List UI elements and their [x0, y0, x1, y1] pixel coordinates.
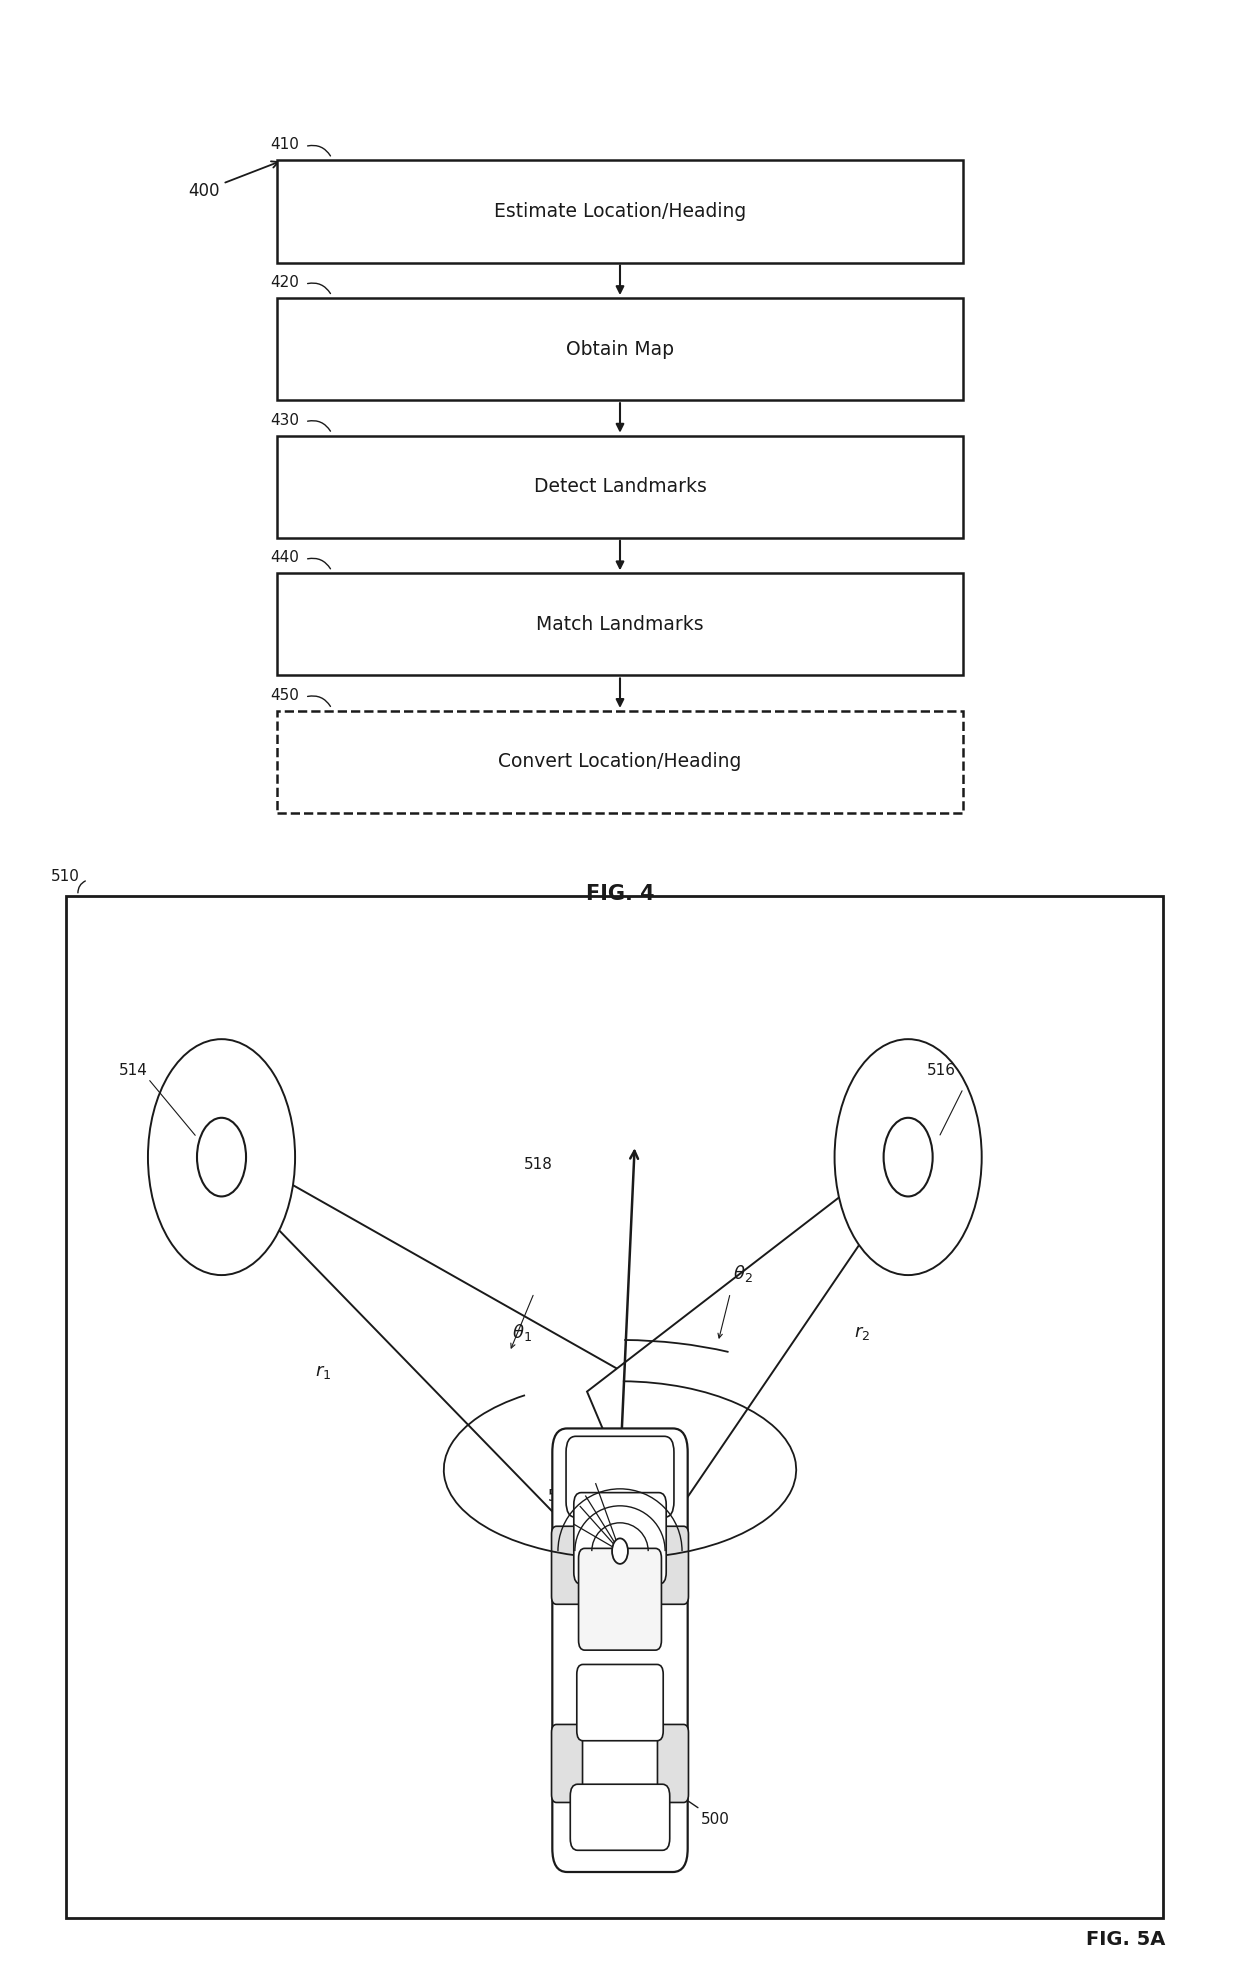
Text: FIG. 5A: FIG. 5A: [1086, 1930, 1166, 1950]
Text: 514: 514: [119, 1063, 148, 1079]
FancyBboxPatch shape: [277, 711, 963, 814]
Text: 518: 518: [523, 1158, 553, 1172]
Text: 420: 420: [270, 275, 299, 289]
Text: Obtain Map: Obtain Map: [565, 339, 675, 358]
Text: 430: 430: [270, 412, 300, 428]
Text: Convert Location/Heading: Convert Location/Heading: [498, 752, 742, 772]
FancyBboxPatch shape: [66, 895, 1163, 1919]
Text: 510: 510: [51, 869, 79, 883]
Polygon shape: [218, 1146, 646, 1554]
FancyBboxPatch shape: [574, 1493, 666, 1584]
Text: FIG. 4: FIG. 4: [585, 883, 655, 903]
FancyBboxPatch shape: [277, 436, 963, 539]
FancyBboxPatch shape: [570, 1784, 670, 1849]
FancyBboxPatch shape: [657, 1725, 688, 1802]
Circle shape: [613, 1538, 627, 1564]
FancyBboxPatch shape: [552, 1428, 688, 1871]
Text: 450: 450: [270, 687, 299, 703]
FancyBboxPatch shape: [277, 160, 963, 263]
FancyBboxPatch shape: [577, 1665, 663, 1740]
Text: Match Landmarks: Match Landmarks: [536, 616, 704, 634]
FancyBboxPatch shape: [657, 1527, 688, 1604]
Circle shape: [148, 1040, 295, 1275]
Text: $\theta_1$: $\theta_1$: [512, 1321, 532, 1342]
Text: Estimate Location/Heading: Estimate Location/Heading: [494, 202, 746, 222]
Text: 500: 500: [667, 1788, 730, 1828]
Text: 410: 410: [270, 137, 299, 152]
Text: $r_2$: $r_2$: [854, 1325, 870, 1342]
FancyBboxPatch shape: [277, 297, 963, 400]
Text: 516: 516: [926, 1063, 956, 1079]
Circle shape: [197, 1119, 246, 1196]
FancyBboxPatch shape: [565, 1436, 675, 1517]
FancyBboxPatch shape: [277, 572, 963, 675]
Circle shape: [835, 1040, 982, 1275]
Circle shape: [884, 1119, 932, 1196]
FancyBboxPatch shape: [579, 1548, 661, 1649]
FancyBboxPatch shape: [552, 1725, 583, 1802]
Text: $\theta_2$: $\theta_2$: [733, 1263, 753, 1283]
Text: 440: 440: [270, 550, 299, 566]
FancyBboxPatch shape: [552, 1527, 583, 1604]
Text: 400: 400: [188, 160, 278, 200]
Polygon shape: [587, 1146, 913, 1548]
Text: $r_1$: $r_1$: [315, 1364, 331, 1382]
Text: Detect Landmarks: Detect Landmarks: [533, 477, 707, 497]
Text: 512: 512: [548, 1489, 577, 1505]
